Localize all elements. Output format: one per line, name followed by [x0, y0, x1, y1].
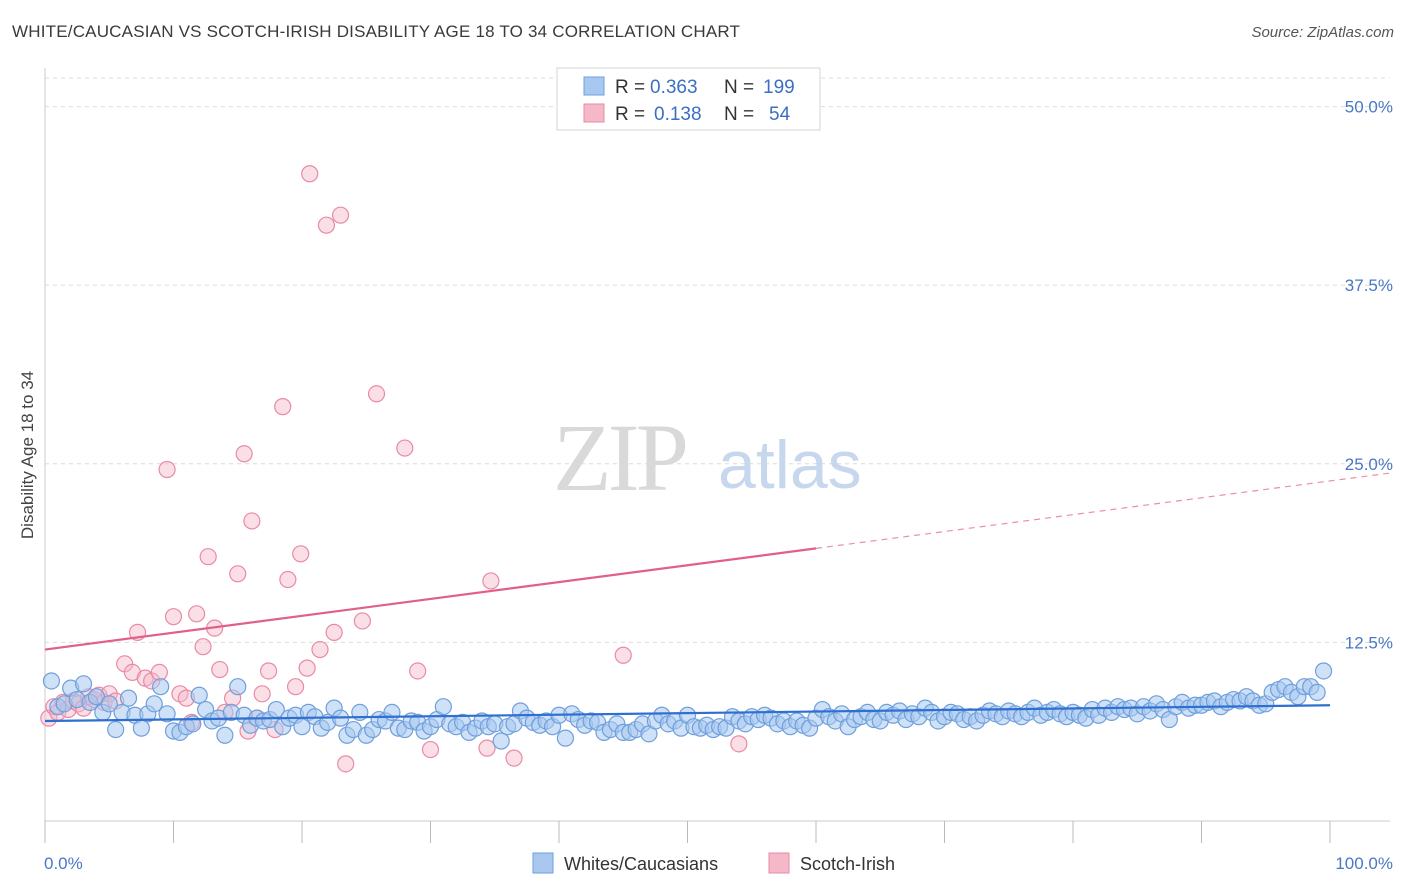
grid-lines — [45, 77, 1390, 643]
correlation-legend: R = 0.363 N = 199 R = 0.138 N = 54 — [556, 67, 821, 131]
scotch-irish-trend-line — [44, 547, 817, 651]
whites-point — [152, 678, 170, 696]
scotch-irish-point — [337, 755, 355, 773]
axes — [44, 68, 1390, 843]
scotch-irish-point — [396, 439, 414, 457]
scotch-irish-point — [158, 460, 176, 479]
scotch-irish-point — [478, 739, 496, 757]
scotch-irish-point — [353, 612, 371, 630]
legend-n-value-scotch-irish: 54 — [769, 104, 791, 125]
scotch-irish-point — [317, 216, 336, 234]
legend-swatch-whites — [583, 76, 605, 96]
scotch-irish-trend-extension — [815, 472, 1391, 549]
scotch-irish-point — [286, 678, 305, 696]
y-tick-label-2: 37.5% — [1345, 276, 1393, 295]
legend-n-label-whites: N = — [724, 77, 754, 98]
series-legend-swatch-whites — [532, 852, 554, 874]
scotch-irish-point — [259, 662, 278, 680]
scotch-irish-point — [188, 605, 206, 623]
whites-point — [100, 695, 118, 713]
whites-points — [42, 662, 1333, 750]
whites-point — [107, 720, 125, 739]
whites-point — [132, 719, 150, 737]
scotch-irish-point — [229, 565, 247, 583]
scotch-irish-point — [505, 749, 523, 767]
legend-r-label-scotch-irish: R = — [615, 104, 645, 125]
legend-swatch-scotch-irish — [583, 103, 605, 123]
series-legend-label-scotch-irish: Scotch-Irish — [800, 854, 895, 874]
whites-point — [87, 688, 106, 706]
whites-point — [119, 689, 138, 707]
watermark: ZIP atlas — [553, 404, 862, 511]
trend-lines — [44, 472, 1391, 723]
scotch-irish-point — [211, 660, 229, 679]
whites-point — [42, 672, 61, 690]
watermark-atlas: atlas — [718, 427, 862, 503]
scotch-irish-point — [235, 445, 253, 463]
whites-point — [229, 678, 247, 696]
legend-n-value-whites: 199 — [763, 77, 795, 98]
whites-point — [216, 726, 234, 744]
y-axis-label: Disability Age 18 to 34 — [18, 371, 37, 539]
whites-trend-line — [44, 704, 1331, 723]
legend-r-value-whites: 0.363 — [650, 77, 698, 98]
watermark-zip: ZIP — [553, 404, 686, 511]
series-legend: Whites/Caucasians Scotch-Irish — [532, 852, 895, 874]
tick-labels: 12.5% 25.0% 37.5% 50.0% 0.0% 100.0% — [44, 98, 1393, 873]
scotch-irish-point — [421, 740, 440, 759]
whites-point — [1314, 662, 1333, 680]
whites-point — [383, 703, 401, 722]
scotch-irish-point — [325, 623, 343, 641]
scotch-irish-point — [150, 663, 168, 682]
scotch-irish-point — [194, 638, 212, 656]
whites-point — [492, 732, 510, 750]
legend-r-label-whites: R = — [615, 77, 645, 98]
whites-point — [434, 698, 452, 716]
scotch-irish-point — [482, 572, 500, 590]
scotch-irish-point — [614, 646, 632, 664]
scotch-irish-point — [367, 385, 386, 403]
legend-n-label-scotch-irish: N = — [724, 104, 754, 125]
whites-point — [190, 686, 208, 704]
scotch-irish-point — [199, 548, 217, 566]
scotch-irish-point — [298, 659, 316, 677]
scotch-irish-point — [243, 512, 261, 530]
source-label: Source: ZipAtlas.com — [1251, 24, 1394, 41]
whites-point — [556, 729, 575, 747]
scotch-irish-point — [730, 735, 748, 753]
scotch-irish-point — [274, 398, 292, 416]
scotch-irish-point — [409, 662, 427, 680]
y-tick-label-0: 12.5% — [1345, 633, 1393, 652]
scotch-irish-point — [164, 608, 183, 626]
scotch-irish-point — [253, 685, 271, 703]
legend-r-value-scotch-irish: 0.138 — [654, 104, 702, 125]
whites-point — [158, 705, 176, 723]
whites-point — [74, 675, 93, 693]
y-tick-label-1: 25.0% — [1345, 455, 1393, 474]
chart-title: WHITE/CAUCASIAN VS SCOTCH-IRISH DISABILI… — [12, 22, 741, 41]
scotch-irish-point — [331, 206, 350, 224]
scotch-irish-point — [279, 570, 297, 589]
scotch-irish-point — [292, 545, 310, 563]
whites-point — [145, 695, 163, 713]
y-tick-label-3: 50.0% — [1345, 98, 1393, 117]
scotch-irish-point — [301, 165, 319, 183]
scotch-irish-point — [311, 640, 329, 659]
x-tick-label-min: 0.0% — [44, 854, 83, 873]
whites-point — [1308, 683, 1326, 702]
x-tick-label-max: 100.0% — [1335, 854, 1393, 873]
series-legend-label-whites: Whites/Caucasians — [564, 854, 718, 874]
series-legend-swatch-scotch-irish — [768, 852, 790, 874]
